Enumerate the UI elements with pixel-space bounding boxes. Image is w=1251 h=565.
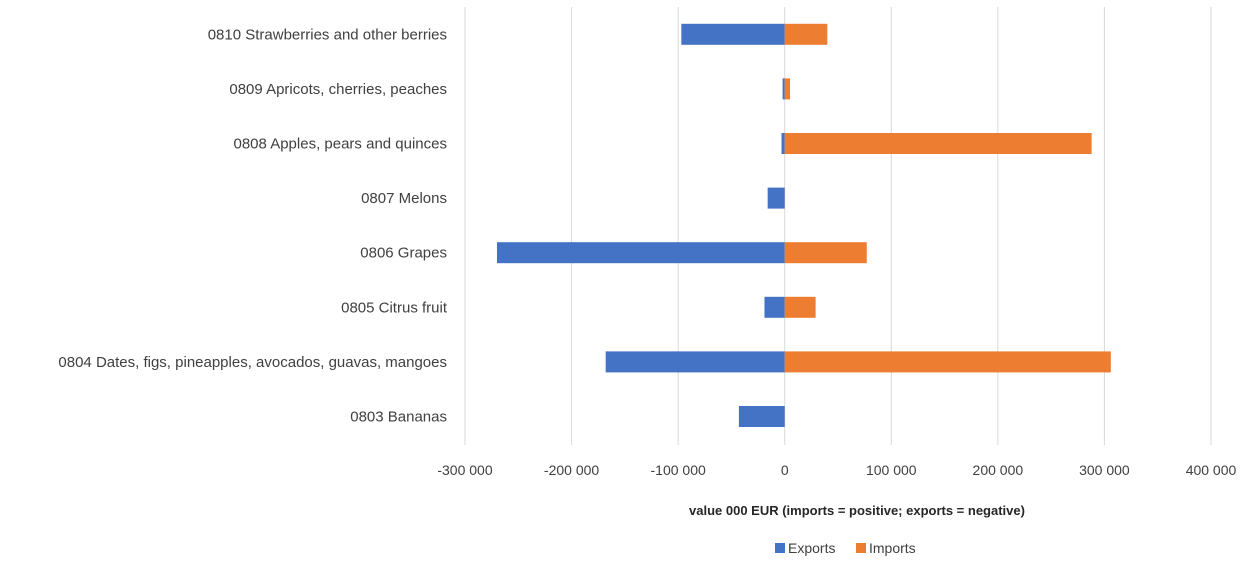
bar-exports bbox=[738, 406, 785, 427]
x-tick-labels: -300 000 -200 000 -100 000 0 100 000 200 000 3… bbox=[437, 462, 1236, 478]
category-label: 0807 Melons bbox=[361, 190, 447, 207]
x-axis-title: value 000 EUR (imports = positive; expor… bbox=[689, 503, 1025, 518]
x-tick-label: 400 000 bbox=[1186, 462, 1237, 478]
bar-imports bbox=[784, 296, 816, 318]
category-label: 0805 Citrus fruit bbox=[341, 299, 448, 316]
category-label: 0803 Bananas bbox=[350, 409, 447, 426]
category-label: 0804 Dates, figs, pineapples, avocados, … bbox=[58, 354, 447, 371]
x-tick-label: 100 000 bbox=[866, 462, 917, 478]
bar-imports bbox=[784, 78, 791, 100]
bar-exports bbox=[605, 351, 785, 373]
legend-swatch-exports bbox=[775, 543, 785, 553]
legend-swatch-imports bbox=[856, 543, 866, 553]
legend: Exports Imports bbox=[775, 540, 916, 556]
x-tick-label: -100 000 bbox=[651, 462, 706, 478]
x-tick-label: 0 bbox=[781, 462, 789, 478]
legend-label-imports: Imports bbox=[869, 540, 916, 556]
bar-imports bbox=[784, 133, 1092, 154]
bar-exports bbox=[782, 78, 785, 100]
x-tick-label: 200 000 bbox=[973, 462, 1024, 478]
bars bbox=[496, 23, 1111, 427]
legend-label-exports: Exports bbox=[788, 540, 835, 556]
bar-imports bbox=[784, 351, 1111, 373]
bar-exports bbox=[767, 187, 785, 209]
category-labels: 0810 Strawberries and other berries 0809 … bbox=[58, 26, 447, 425]
category-label: 0808 Apples, pears and quinces bbox=[234, 136, 448, 153]
category-label: 0810 Strawberries and other berries bbox=[208, 26, 447, 43]
category-label: 0809 Apricots, cherries, peaches bbox=[229, 81, 447, 98]
bar-imports bbox=[784, 23, 828, 45]
bar-exports bbox=[764, 296, 785, 318]
gridlines bbox=[464, 7, 1212, 445]
bar-imports bbox=[784, 242, 867, 264]
bar-exports bbox=[496, 242, 785, 264]
x-tick-label: -300 000 bbox=[437, 462, 492, 478]
x-tick-label: -200 000 bbox=[544, 462, 599, 478]
bar-exports bbox=[781, 133, 785, 154]
category-label: 0806 Grapes bbox=[360, 245, 447, 262]
bar-exports bbox=[681, 23, 785, 45]
x-tick-label: 300 000 bbox=[1079, 462, 1130, 478]
